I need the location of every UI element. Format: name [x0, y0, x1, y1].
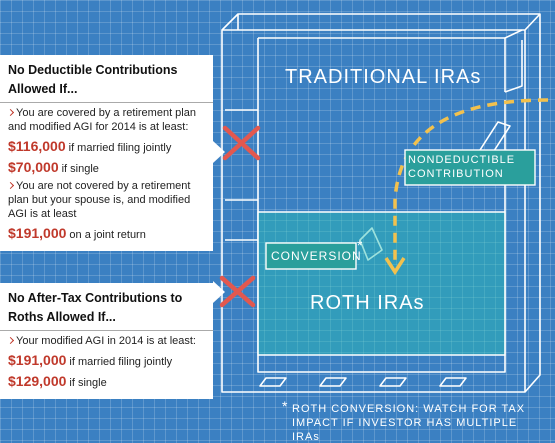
asterisk: * [357, 237, 364, 253]
red-x [222, 125, 261, 161]
dashed-arrow [393, 98, 549, 262]
amount-note: if married filing jointly [69, 356, 173, 368]
item: Your modified AGI in 2014 is at least: [6, 334, 205, 348]
amount-note: if single [69, 377, 107, 389]
side-lines [225, 109, 258, 241]
inner-box-edges [504, 29, 523, 93]
slot [479, 121, 511, 155]
panel-title: No Deductible Contributions Allowed If..… [0, 61, 213, 103]
conversion-card [359, 227, 383, 261]
item-text: You are covered by a retirement plan and… [8, 107, 196, 133]
amount-note: on a joint return [69, 229, 146, 241]
amount-note: if single [61, 163, 99, 175]
roth-area [257, 211, 506, 356]
pointer [213, 141, 225, 163]
feet [259, 377, 467, 387]
red-x [219, 275, 256, 308]
amount-note: if married filing jointly [68, 142, 172, 154]
outer-box-edges [222, 13, 541, 392]
traditional-label: TRADITIONAL IRAs [285, 66, 482, 88]
amount-row: $70,000 if single [8, 158, 205, 179]
roth-label: ROTH IRAs [310, 292, 425, 314]
amount: $129,000 [8, 373, 67, 389]
conversion-box [265, 242, 357, 270]
item: You are not covered by a retirement plan… [6, 179, 205, 221]
pointer [213, 281, 225, 303]
panel-title: No After-Tax Contributions to Roths Allo… [0, 289, 213, 331]
panel: No Deductible Contributions Allowed If..… [0, 55, 213, 251]
amount-row: $116,000 if married filing jointly [8, 137, 205, 158]
footnote: ROTH CONVERSION: WATCH FOR TAX IMPACT IF… [292, 403, 526, 443]
bullet [6, 336, 15, 345]
asterisk: * [282, 398, 289, 414]
amount-row: $191,000 on a joint return [8, 224, 205, 245]
amount-row: $129,000 if single [8, 372, 205, 393]
nondeductible-box [404, 149, 536, 186]
item: You are covered by a retirement plan and… [6, 106, 205, 134]
conversion-label: CONVERSION [271, 249, 362, 263]
amount: $70,000 [8, 159, 59, 175]
amount: $191,000 [8, 225, 67, 241]
item-text: You are not covered by a retirement plan… [8, 180, 191, 220]
nondeductible-label: NONDEDUCTIBLE CONTRIBUTION [408, 154, 516, 180]
amount: $116,000 [8, 138, 66, 154]
arrow-head [384, 257, 406, 276]
amount: $191,000 [8, 352, 67, 368]
item-text: Your modified AGI in 2014 is at least: [16, 335, 196, 347]
bullet [6, 181, 15, 190]
panel: No After-Tax Contributions to Roths Allo… [0, 283, 213, 399]
bullet [6, 108, 15, 117]
amount-row: $191,000 if married filing jointly [8, 351, 205, 372]
